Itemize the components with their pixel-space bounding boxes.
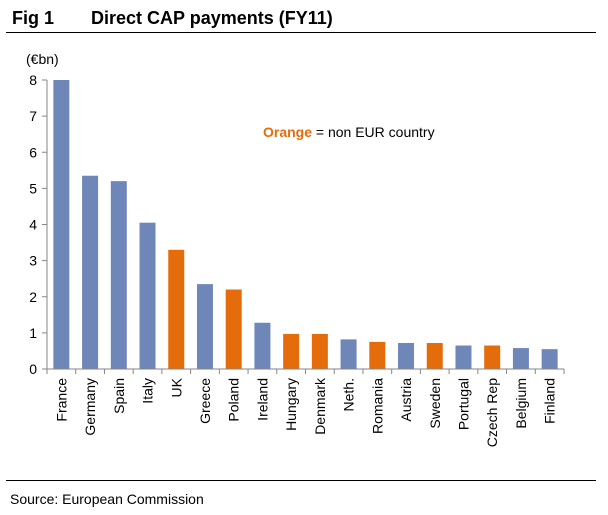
y-tick-label: 3	[29, 253, 37, 269]
x-tick-label: Romania	[369, 378, 385, 434]
x-tick-label: Italy	[140, 378, 156, 404]
bar-czech-rep	[484, 345, 501, 369]
bar-austria	[398, 342, 415, 369]
source-note: Source: European Commission	[10, 491, 204, 507]
y-tick-label: 7	[29, 108, 37, 124]
x-tick-label: Denmark	[312, 377, 328, 435]
legend-highlight: Orange	[263, 124, 312, 140]
y-tick-label: 0	[29, 361, 37, 377]
figure-title: Direct CAP payments (FY11)	[91, 8, 333, 28]
x-tick-label: Belgium	[513, 378, 529, 429]
x-tick-label: Hungary	[283, 378, 299, 431]
bar-greece	[196, 284, 213, 369]
bar-poland	[225, 289, 242, 369]
bar-sweden	[426, 342, 443, 369]
x-tick-label: Ireland	[254, 378, 270, 421]
y-axis: 0 1 2 3 4 5 6 7 8	[29, 72, 48, 377]
y-tick-label: 1	[29, 325, 37, 341]
x-tick-label: Austria	[398, 378, 414, 422]
bars	[53, 80, 558, 369]
bar-romania	[369, 341, 386, 369]
x-tick-label: UK	[168, 377, 184, 397]
footer-divider	[6, 480, 596, 481]
bar-uk	[168, 249, 185, 369]
legend-rest: = non EUR country	[312, 124, 435, 140]
x-axis: France Germany Spain Italy UK Greece Poland Ire…	[46, 368, 565, 447]
x-tick-label: Sweden	[427, 378, 443, 429]
x-tick-label: Spain	[111, 378, 127, 414]
bar-hungary	[283, 333, 300, 369]
bar-chart: 0 1 2 3 4 5 6 7 8 France Germany Spain Italy UK Greec…	[26, 51, 565, 447]
header-divider	[6, 32, 596, 33]
bar-germany	[82, 175, 99, 369]
y-tick-label: 4	[29, 217, 37, 233]
bar-finland	[541, 349, 558, 369]
x-tick-label: Finland	[542, 378, 558, 424]
x-tick-label: Neth.	[341, 378, 357, 411]
legend-annotation: Orange = non EUR country	[263, 124, 435, 140]
bar-spain	[110, 181, 127, 369]
y-tick-label: 6	[29, 144, 37, 160]
bar-belgium	[512, 348, 529, 369]
y-tick-label: 5	[29, 180, 37, 196]
bar-denmark	[311, 333, 328, 369]
x-tick-label: France	[53, 378, 69, 422]
x-tick-label: Portugal	[455, 378, 471, 430]
figure-number: Fig 1	[12, 8, 55, 28]
bar-italy	[139, 222, 156, 369]
x-tick-label: Greece	[197, 378, 213, 424]
x-tick-label: Germany	[82, 378, 98, 436]
x-tick-label: Czech Rep	[484, 378, 500, 447]
bar-france	[53, 80, 70, 369]
bar-ireland	[254, 322, 271, 369]
bar-portugal	[455, 345, 472, 369]
bar-neth	[340, 339, 357, 369]
x-tick-label: Poland	[226, 378, 242, 422]
y-tick-label: 2	[29, 289, 37, 305]
y-tick-label: 8	[29, 72, 37, 88]
y-axis-unit-label: (€bn)	[26, 51, 59, 67]
